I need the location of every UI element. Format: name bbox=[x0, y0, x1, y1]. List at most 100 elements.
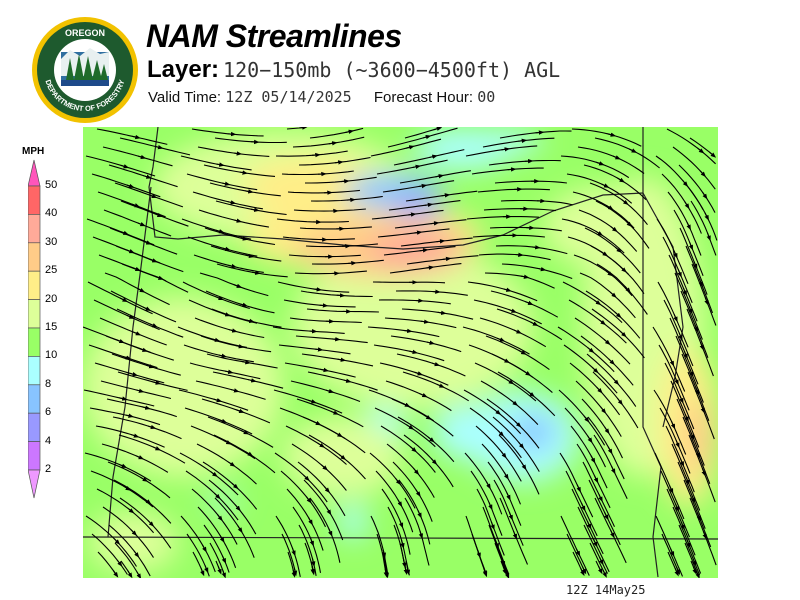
streamline-arrow bbox=[575, 548, 581, 557]
streamline-arrow bbox=[135, 455, 145, 460]
streamline-arrow bbox=[587, 435, 593, 444]
streamline-arrow bbox=[486, 481, 491, 490]
streamline-arrow bbox=[607, 132, 617, 137]
streamline-arrow bbox=[692, 566, 697, 575]
speed-region bbox=[293, 247, 533, 407]
streamline-arrow bbox=[235, 344, 245, 349]
streamline bbox=[100, 380, 172, 400]
streamline-arrow bbox=[696, 513, 701, 522]
streamline-arrow bbox=[222, 246, 231, 251]
streamline-arrow bbox=[595, 230, 604, 236]
legend-unit: MPH bbox=[22, 146, 45, 157]
streamline-arrow bbox=[242, 360, 251, 365]
streamline-arrow bbox=[429, 154, 438, 159]
streamline bbox=[377, 228, 450, 238]
streamline-arrow bbox=[600, 406, 607, 414]
streamline bbox=[288, 254, 361, 258]
streamline-arrow bbox=[215, 295, 224, 301]
streamline bbox=[672, 506, 702, 574]
streamline-arrow bbox=[325, 388, 335, 394]
streamline-arrow bbox=[127, 570, 133, 578]
streamline-arrow bbox=[709, 151, 717, 158]
streamline-arrow bbox=[244, 189, 254, 194]
streamline-arrow bbox=[119, 297, 128, 303]
streamline-arrow bbox=[227, 200, 237, 205]
streamline-arrow bbox=[502, 566, 507, 575]
streamline bbox=[114, 182, 184, 208]
streamline-arrow bbox=[668, 485, 674, 494]
streamline bbox=[110, 290, 177, 323]
streamline-arrow bbox=[143, 240, 152, 245]
streamline-arrow bbox=[345, 129, 355, 134]
streamline-arrow bbox=[233, 151, 243, 156]
streamline-arrow bbox=[683, 350, 688, 360]
streamline-arrow bbox=[704, 297, 709, 306]
streamline bbox=[559, 452, 594, 518]
streamline-arrow bbox=[580, 568, 585, 577]
streamline bbox=[305, 176, 377, 184]
legend-tick: 40 bbox=[45, 207, 58, 220]
streamline-arrow bbox=[518, 350, 527, 355]
streamline bbox=[655, 515, 684, 577]
streamline-arrow bbox=[669, 358, 675, 367]
streamline-arrow bbox=[200, 567, 205, 577]
streamline-arrow bbox=[441, 193, 451, 198]
streamline-arrow bbox=[501, 147, 511, 152]
streamline-arrow bbox=[142, 306, 152, 311]
streamline-arrow bbox=[155, 275, 164, 280]
svg-text:OREGON: OREGON bbox=[65, 28, 105, 38]
streamline-arrow bbox=[682, 287, 687, 297]
streamline bbox=[203, 524, 230, 573]
streamline-arrow bbox=[118, 396, 128, 401]
streamline-arrow bbox=[596, 386, 603, 394]
streamline-arrow bbox=[605, 270, 614, 277]
streamline-arrow bbox=[237, 525, 243, 534]
streamline bbox=[488, 159, 561, 166]
valid-time-line: Valid Time: 12Z 05/14/2025 Forecast Hour… bbox=[148, 88, 495, 106]
streamline-arrow bbox=[603, 338, 611, 346]
streamline-arrow bbox=[221, 569, 226, 578]
streamline-arrow bbox=[503, 287, 512, 292]
legend-tick: 50 bbox=[45, 179, 58, 191]
streamline-arrow bbox=[405, 145, 415, 150]
streamline-arrow bbox=[314, 347, 324, 352]
streamline bbox=[102, 506, 154, 558]
speed-region bbox=[433, 404, 513, 460]
streamline bbox=[180, 515, 216, 573]
streamline-arrow bbox=[118, 463, 128, 468]
streamline bbox=[209, 542, 226, 576]
streamline-arrow bbox=[136, 571, 142, 578]
streamline-arrow bbox=[693, 260, 698, 270]
streamline bbox=[291, 443, 347, 491]
layer-value: 120−150mb (~3600−4500ft) AGL bbox=[223, 58, 561, 82]
streamline-arrow bbox=[224, 369, 234, 374]
streamline-arrow bbox=[420, 319, 430, 324]
streamline-arrow bbox=[418, 530, 423, 540]
streamline-arrow bbox=[313, 287, 323, 292]
streamline bbox=[108, 524, 151, 577]
streamline bbox=[684, 182, 718, 241]
streamline-arrow bbox=[400, 540, 405, 549]
streamline-arrow bbox=[236, 408, 245, 413]
streamline-arrow bbox=[702, 531, 707, 540]
streamline-arrow bbox=[149, 258, 158, 263]
streamline-arrow bbox=[604, 426, 610, 435]
streamline-arrow bbox=[137, 222, 146, 227]
streamline-arrow bbox=[418, 183, 428, 189]
streamline bbox=[568, 299, 627, 344]
streamline bbox=[292, 136, 365, 148]
legend-arrow-top bbox=[28, 159, 41, 187]
streamline-arrow bbox=[518, 441, 525, 449]
streamline-arrow bbox=[320, 367, 329, 373]
streamline-arrow bbox=[415, 489, 421, 497]
streamline-arrow bbox=[688, 242, 693, 251]
legend-swatch-6-8 bbox=[28, 384, 41, 414]
streamline bbox=[210, 245, 282, 262]
streamline-arrow bbox=[291, 547, 296, 557]
streamline-arrow bbox=[624, 286, 631, 293]
legend-tick: 8 bbox=[45, 377, 52, 390]
streamline-arrow bbox=[525, 300, 534, 305]
streamline-arrow bbox=[704, 212, 709, 221]
streamline-arrow bbox=[131, 203, 141, 208]
streamline-arrow bbox=[593, 299, 602, 306]
